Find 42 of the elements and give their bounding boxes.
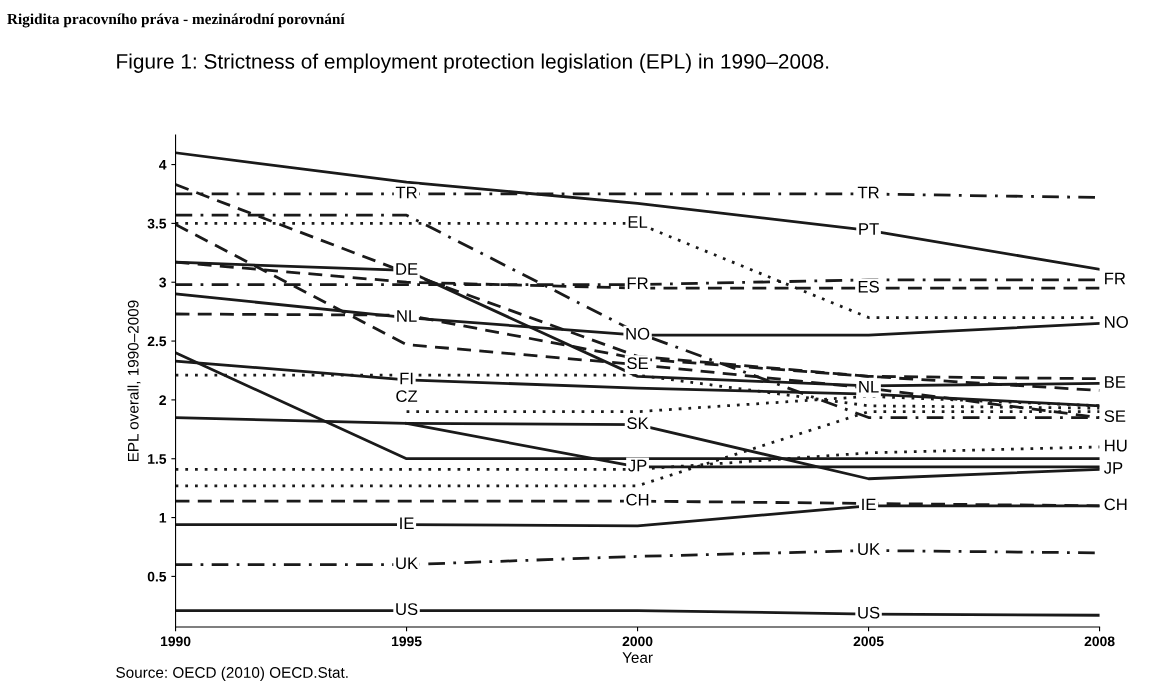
chart-title: Rigidita pracovního práva - mezinárodní porovnání <box>7 13 345 28</box>
annotation: NO <box>1105 316 1128 328</box>
annotation: JP <box>1103 462 1123 474</box>
annotation: ES <box>858 280 879 293</box>
y-tick-label: 0.5 <box>147 571 167 582</box>
annotation: TR <box>857 186 879 199</box>
y-tick-label: 1 <box>159 513 167 523</box>
annotation: FI <box>400 372 413 385</box>
annotation: FR <box>627 277 648 289</box>
source-note: Source: OECD (2010) OECD.Stat. <box>116 666 348 681</box>
annotation: JP <box>628 459 647 472</box>
annotation: HU <box>1105 439 1127 452</box>
x-tick-label: 2005 <box>853 636 884 647</box>
annotation: EL <box>628 216 648 228</box>
annotation: IE <box>862 498 876 511</box>
y-tick-label: 2 <box>159 395 166 405</box>
y-axis-title: EPL overall, 1990–2009 <box>127 300 141 462</box>
annotation: PT <box>859 223 879 235</box>
annotation: SE <box>1104 410 1126 423</box>
annotation: NL <box>397 310 417 322</box>
annotation: NL <box>859 380 879 393</box>
x-tick-label: 1990 <box>160 636 191 647</box>
x-tick-label: 2008 <box>1084 636 1115 647</box>
x-tick-label: 1995 <box>391 636 422 647</box>
annotation: SE <box>627 357 648 370</box>
x-axis-title: Year <box>622 652 653 663</box>
annotation: FR <box>1105 272 1126 285</box>
annotation: US <box>858 606 880 619</box>
y-tick-label: 1.5 <box>148 454 167 464</box>
annotation: BE <box>1105 376 1126 388</box>
y-tick-label: 3 <box>159 277 167 288</box>
annotation: UK <box>396 557 418 570</box>
annotation: CH <box>1104 498 1127 511</box>
annotation: IE <box>400 517 414 529</box>
x-tick-label: 2000 <box>622 636 653 647</box>
y-tick-label: 2.5 <box>147 336 167 347</box>
chart-subtitle: Figure 1: Strictness of employment protection legislation (EPL) in 1990–2008. <box>117 53 829 73</box>
y-tick-label: 3.5 <box>147 218 167 229</box>
annotation: CZ <box>396 390 418 403</box>
annotation: TR <box>395 186 417 199</box>
annotation: SK <box>627 417 649 430</box>
y-tick-label: 4 <box>159 160 167 170</box>
